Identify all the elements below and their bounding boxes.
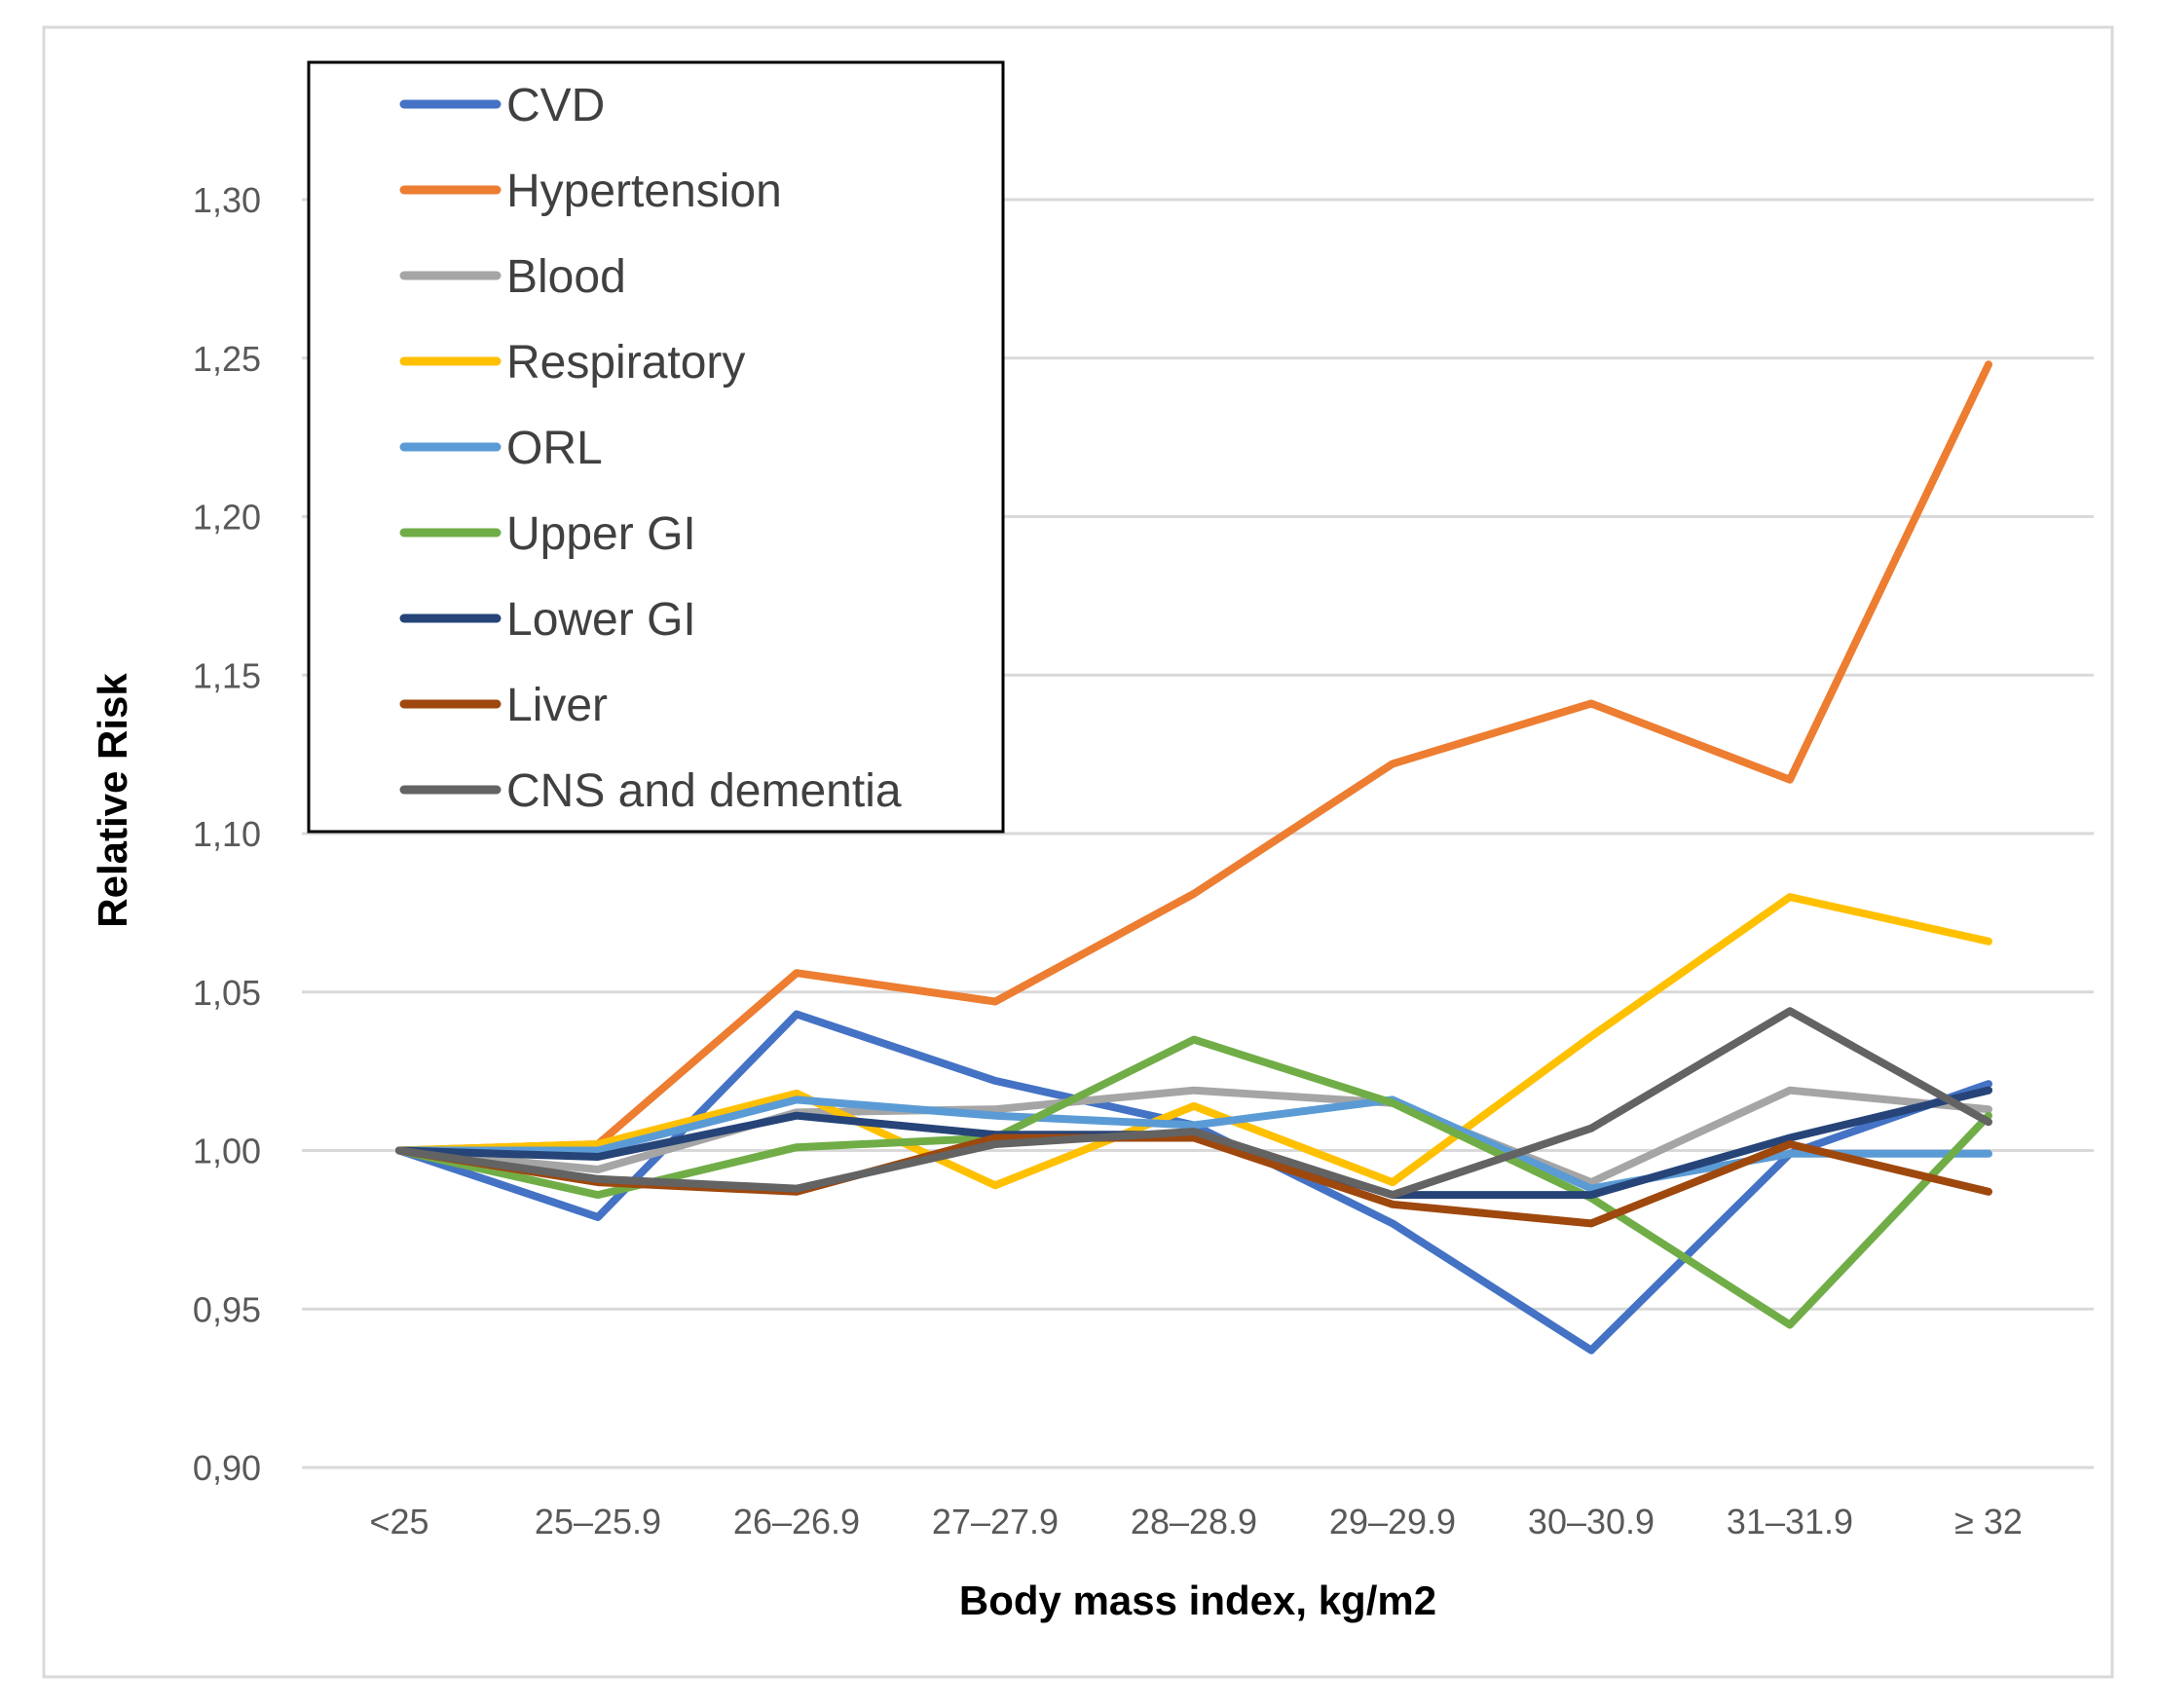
legend-label-orl: ORL: [506, 423, 603, 474]
x-tick-label: 30–30.9: [1528, 1502, 1655, 1541]
series-line-respiratory: [395, 893, 1992, 1190]
x-tick-label: 26–26.9: [733, 1502, 860, 1541]
y-tick-label: 1,25: [193, 339, 261, 379]
x-tick-label: 25–25.9: [535, 1502, 661, 1541]
x-tick-label: ≥ 32: [1954, 1502, 2023, 1541]
x-tick-label: 27–27.9: [932, 1502, 1059, 1541]
y-tick-label: 1,00: [193, 1132, 261, 1171]
legend-label-upper-gi: Upper GI: [506, 508, 696, 560]
series-line-orl: [395, 1095, 1992, 1193]
x-tick-label: 29–29.9: [1329, 1502, 1456, 1541]
x-axis-title: Body mass index, kg/m2: [959, 1578, 1436, 1623]
x-axis-ticks: <25 25–25.9 26–26.9 27–27.9 28–28.9 29–29.9 30…: [369, 1502, 2022, 1541]
legend-label-hypertension: Hypertension: [506, 166, 782, 217]
x-tick-label: 28–28.9: [1131, 1502, 1257, 1541]
y-tick-label: 1,15: [193, 655, 261, 695]
y-tick-label: 1,05: [193, 973, 261, 1013]
y-tick-label: 0,90: [193, 1448, 261, 1488]
legend-label-cns-and-dementia: CNS and dementia: [506, 765, 902, 817]
series-lines: [395, 360, 1992, 1355]
y-tick-label: 1,10: [193, 814, 261, 854]
legend-label-cvd: CVD: [506, 80, 605, 131]
legend: CVD Hypertension Blood Respiratory ORL Upper …: [307, 60, 1005, 834]
x-tick-label: <25: [369, 1502, 428, 1541]
legend-label-liver: Liver: [506, 680, 608, 731]
y-axis-ticks: 0,90 0,95 1,00 1,05 1,10 1,15 1,20 1,25 1,30: [193, 180, 261, 1488]
series-line-hypertension: [395, 360, 1992, 1155]
x-tick-label: 31–31.9: [1727, 1502, 1853, 1541]
y-tick-label: 0,95: [193, 1289, 261, 1329]
legend-label-lower-gi: Lower GI: [506, 594, 696, 646]
y-tick-label: 1,20: [193, 498, 261, 538]
series-line-blood: [395, 1086, 1992, 1187]
series-line-cns-and-dementia: [395, 1007, 1992, 1200]
legend-label-blood: Blood: [506, 251, 626, 303]
y-axis-title: Relative Risk: [90, 673, 135, 928]
legend-label-respiratory: Respiratory: [506, 337, 745, 389]
y-tick-label: 1,30: [193, 180, 261, 220]
